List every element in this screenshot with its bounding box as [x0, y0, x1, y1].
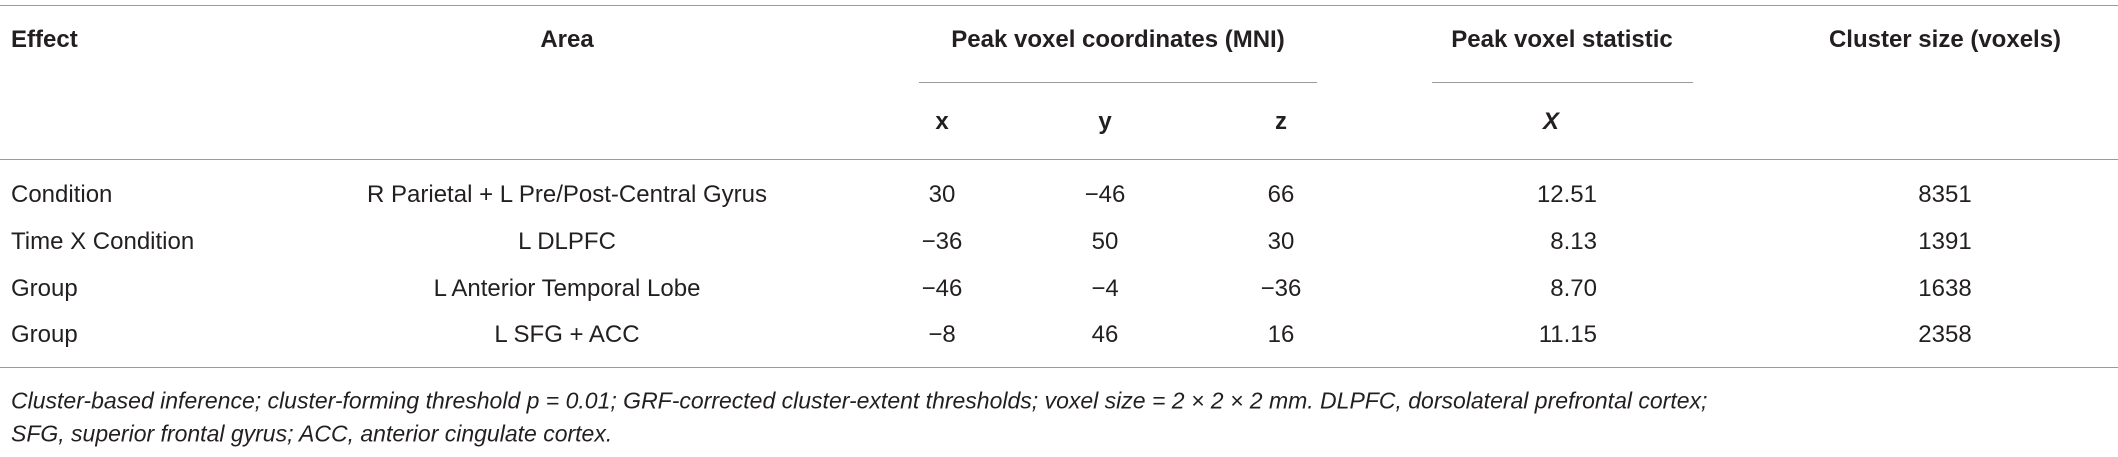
table-cell: L DLPFC [518, 228, 616, 255]
table-cell: 12.51 [1536, 181, 1597, 208]
table-cell: L SFG + ACC [494, 321, 640, 348]
table-cell: 50 [1091, 228, 1119, 255]
table-cell: R Parietal + L Pre/Post-Central Gyrus [367, 181, 767, 208]
table-cell: Time X Condition [11, 228, 195, 255]
header-cell: Effect [11, 26, 78, 53]
table-cell: Condition [11, 181, 113, 208]
table-cell: 1638 [1918, 275, 1972, 302]
table-cell: 8351 [1918, 181, 1972, 208]
stat-rule [1432, 82, 1693, 83]
table-cell: 66 [1267, 181, 1295, 208]
table-cell: L Anterior Temporal Lobe [433, 275, 701, 302]
subheader-cell: X [1542, 108, 1560, 135]
subheader-cell: x [935, 108, 949, 135]
table-cell: 30 [928, 181, 956, 208]
subheader-cell: y [1098, 108, 1112, 135]
table-cell: 30 [1267, 228, 1295, 255]
table-cell: 8.70 [1550, 275, 1597, 302]
footnote: Cluster-based inference; cluster-forming… [11, 387, 1708, 414]
table-cell: Group [11, 275, 78, 302]
header-cell: Peak voxel coordinates (MNI) [951, 26, 1285, 53]
table-cell: −46 [1084, 181, 1126, 208]
table-cell: 2358 [1918, 321, 1972, 348]
table-cell: −8 [928, 321, 956, 348]
header-cell: Area [540, 26, 594, 53]
table-cell: −4 [1091, 275, 1119, 302]
table-cell: −46 [921, 275, 963, 302]
top-rule [0, 5, 2118, 6]
footnote: SFG, superior frontal gyrus; ACC, anteri… [11, 420, 613, 447]
header-cell: Cluster size (voxels) [1828, 26, 2062, 53]
table-cell: 11.15 [1538, 321, 1597, 348]
table-cell: 8.13 [1550, 228, 1597, 255]
table-cell: 1391 [1918, 228, 1972, 255]
table-cell: −36 [1260, 275, 1302, 302]
subheader-cell: z [1275, 108, 1287, 135]
header-rule [0, 159, 2118, 160]
table-cell: Group [11, 321, 78, 348]
table-cell: −36 [921, 228, 963, 255]
table-cell: 16 [1267, 321, 1295, 348]
bottom-rule [0, 367, 2118, 368]
header-cell: Peak voxel statistic [1451, 26, 1673, 53]
table-cell: 46 [1091, 321, 1119, 348]
coords-rule [919, 82, 1317, 83]
